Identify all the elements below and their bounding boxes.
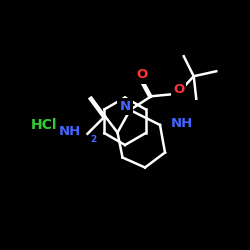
Text: N: N [120, 100, 130, 113]
Text: O: O [136, 68, 147, 82]
Text: NH: NH [59, 125, 81, 138]
Text: NH: NH [171, 117, 194, 130]
Text: O: O [173, 83, 184, 96]
Text: 2: 2 [90, 136, 97, 144]
Text: HCl: HCl [30, 118, 57, 132]
